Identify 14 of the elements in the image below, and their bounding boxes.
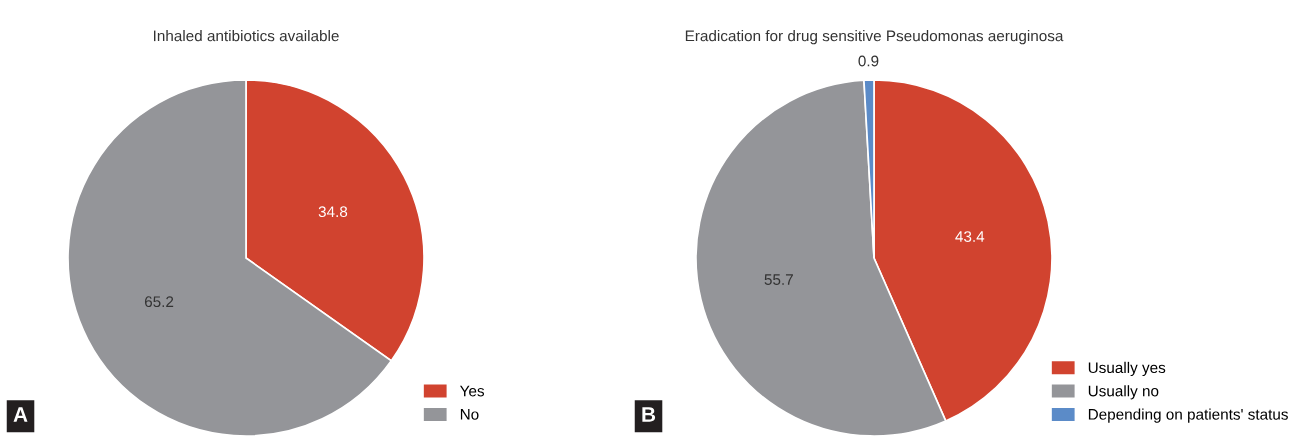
legend-label: Yes xyxy=(459,385,485,397)
data-label: 34.8 xyxy=(318,206,348,218)
data-label: 55.7 xyxy=(764,274,793,285)
legend-label: No xyxy=(460,409,479,420)
chart-title: Inhaled antibiotics available xyxy=(153,30,339,42)
text: B xyxy=(642,407,656,422)
legend-label: Usually no xyxy=(1088,385,1159,400)
text: A xyxy=(13,407,28,422)
data-label: 0.9 xyxy=(858,55,879,67)
legend-label: Usually yes xyxy=(1088,361,1166,377)
chart-title: Eradication for drug sensitive Pseudomonas aeruginosa xyxy=(685,30,1064,45)
data-label: 43.4 xyxy=(955,231,985,242)
legend-label: Depending on patients' status xyxy=(1088,408,1288,423)
data-label: 65.2 xyxy=(144,296,174,308)
